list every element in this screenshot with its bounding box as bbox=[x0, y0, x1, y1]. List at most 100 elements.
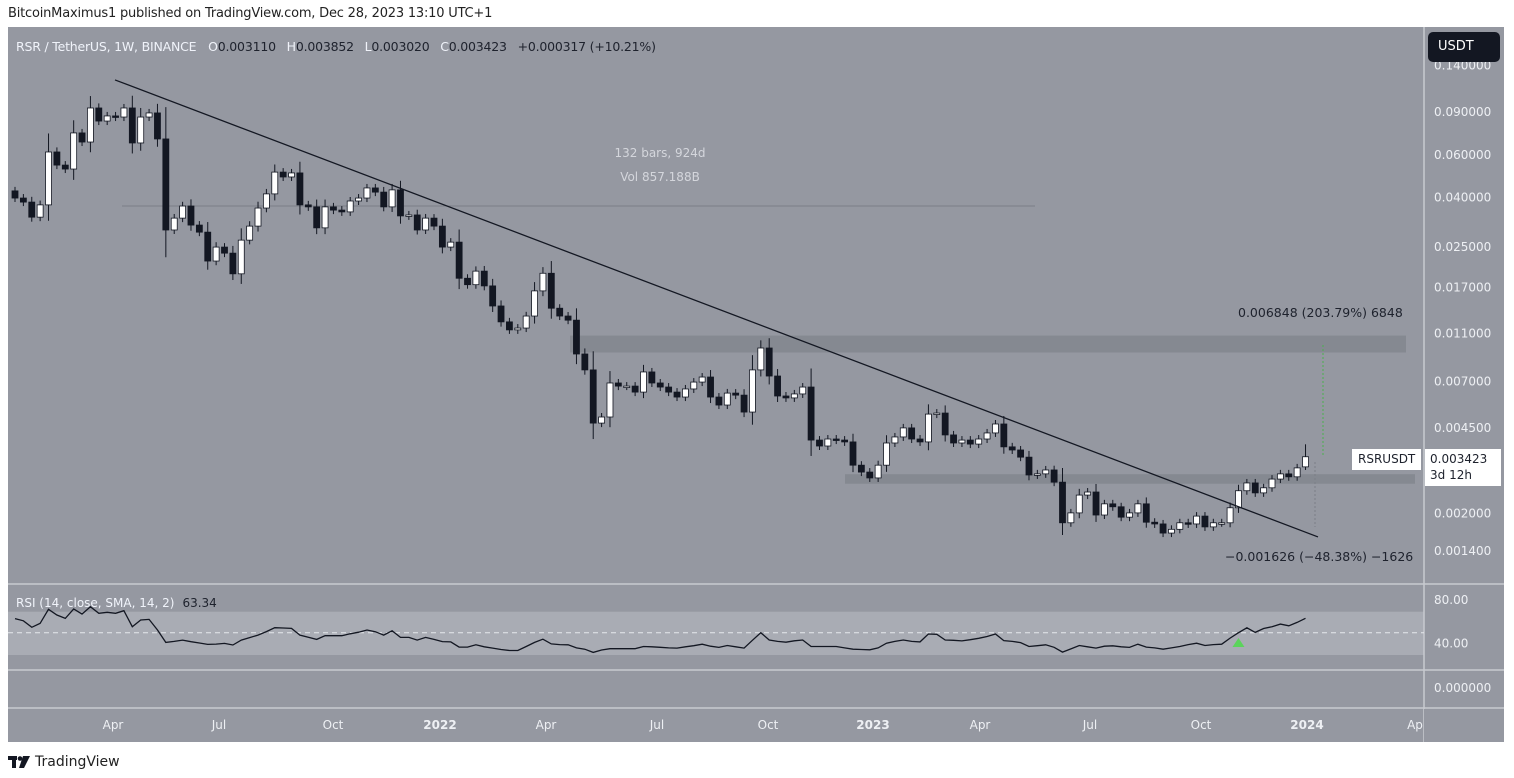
candle-down[interactable] bbox=[28, 201, 36, 218]
candle-up[interactable] bbox=[1042, 469, 1050, 475]
currency-button[interactable]: USDT bbox=[1428, 32, 1500, 62]
candle-up[interactable] bbox=[363, 187, 371, 199]
candle-down[interactable] bbox=[916, 438, 924, 443]
candle-up[interactable] bbox=[422, 217, 430, 231]
candle-down[interactable] bbox=[1251, 482, 1259, 494]
candle-down[interactable] bbox=[816, 439, 823, 447]
candle-down[interactable] bbox=[656, 382, 664, 388]
candle-up[interactable] bbox=[36, 204, 44, 218]
rsi-label[interactable]: RSI (14, close, SMA, 14, 2) bbox=[16, 596, 175, 610]
candle-up[interactable] bbox=[405, 214, 413, 217]
candle-down[interactable] bbox=[832, 438, 840, 441]
candle-down[interactable] bbox=[857, 464, 865, 473]
trendline[interactable] bbox=[114, 79, 1319, 538]
support-resistance-zone[interactable] bbox=[570, 335, 1406, 353]
candle-down[interactable] bbox=[195, 224, 203, 233]
candle-down[interactable] bbox=[1059, 481, 1066, 524]
candle-down[interactable] bbox=[128, 107, 136, 144]
candle-up[interactable] bbox=[1268, 478, 1276, 489]
candle-down[interactable] bbox=[614, 382, 622, 387]
candle-down[interactable] bbox=[1109, 503, 1117, 508]
candle-up[interactable] bbox=[539, 272, 547, 292]
candle-up[interactable] bbox=[975, 438, 983, 445]
candle-up[interactable] bbox=[1067, 512, 1075, 524]
candle-up[interactable] bbox=[640, 371, 647, 393]
candle-up[interactable] bbox=[1260, 487, 1268, 494]
candle-up[interactable] bbox=[606, 382, 614, 418]
candle-down[interactable] bbox=[162, 138, 170, 231]
candle-up[interactable] bbox=[472, 270, 480, 286]
candle-up[interactable] bbox=[891, 436, 899, 444]
candle-up[interactable] bbox=[874, 464, 882, 479]
candle-up[interactable] bbox=[45, 151, 52, 206]
candle-down[interactable] bbox=[556, 307, 564, 317]
candle-up[interactable] bbox=[70, 132, 78, 170]
candle-up[interactable] bbox=[271, 171, 279, 195]
candle-up[interactable] bbox=[1168, 528, 1175, 534]
candle-up[interactable] bbox=[933, 412, 941, 415]
candle-down[interactable] bbox=[1025, 456, 1033, 476]
candle-down[interactable] bbox=[506, 321, 513, 331]
candle-up[interactable] bbox=[598, 416, 605, 424]
support-resistance-zone[interactable] bbox=[845, 474, 1415, 484]
candle-down[interactable] bbox=[673, 391, 681, 398]
candle-down[interactable] bbox=[53, 151, 61, 166]
candle-up[interactable] bbox=[1293, 467, 1301, 478]
symbol-name[interactable]: RSR / TetherUS, 1W, BINANCE bbox=[16, 39, 197, 54]
candle-up[interactable] bbox=[1243, 482, 1251, 492]
candle-up[interactable] bbox=[1101, 503, 1108, 516]
candle-down[interactable] bbox=[665, 386, 673, 393]
candle-down[interactable] bbox=[1050, 469, 1058, 483]
candle-up[interactable] bbox=[992, 423, 999, 434]
candle-up[interactable] bbox=[1033, 473, 1041, 476]
candle-up[interactable] bbox=[723, 392, 731, 406]
candle-down[interactable] bbox=[1159, 523, 1167, 534]
candle-down[interactable] bbox=[154, 112, 161, 140]
candle-up[interactable] bbox=[958, 439, 966, 444]
candle-up[interactable] bbox=[1193, 515, 1200, 525]
candle-up[interactable] bbox=[246, 225, 254, 241]
candle-down[interactable] bbox=[1008, 446, 1016, 451]
candle-up[interactable] bbox=[1226, 507, 1234, 524]
candle-up[interactable] bbox=[1209, 522, 1217, 528]
candle-down[interactable] bbox=[950, 434, 957, 444]
candle-up[interactable] bbox=[170, 217, 178, 231]
candle-up[interactable] bbox=[899, 427, 907, 438]
candle-up[interactable] bbox=[698, 376, 706, 383]
candle-up[interactable] bbox=[1084, 491, 1092, 496]
candle-up[interactable] bbox=[447, 241, 455, 248]
candle-up[interactable] bbox=[983, 432, 991, 440]
candle-down[interactable] bbox=[204, 231, 212, 262]
candle-down[interactable] bbox=[866, 471, 874, 479]
candle-up[interactable] bbox=[288, 172, 295, 178]
candle-down[interactable] bbox=[11, 190, 19, 199]
candle-up[interactable] bbox=[321, 206, 329, 229]
candle-down[interactable] bbox=[547, 272, 555, 309]
candle-up[interactable] bbox=[1276, 473, 1284, 480]
candle-down[interactable] bbox=[480, 270, 488, 287]
candle-down[interactable] bbox=[497, 305, 505, 323]
candle-up[interactable] bbox=[145, 112, 153, 118]
candle-up[interactable] bbox=[824, 438, 832, 447]
candle-down[interactable] bbox=[61, 164, 69, 170]
candle-down[interactable] bbox=[304, 204, 312, 208]
candle-up[interactable] bbox=[1218, 522, 1226, 525]
candle-up[interactable] bbox=[690, 381, 698, 390]
candle-up[interactable] bbox=[1302, 456, 1309, 468]
candle-up[interactable] bbox=[262, 193, 270, 209]
candle-down[interactable] bbox=[112, 115, 119, 118]
candle-down[interactable] bbox=[941, 412, 949, 436]
candle-up[interactable] bbox=[388, 189, 396, 208]
candle-up[interactable] bbox=[212, 246, 220, 262]
candle-down[interactable] bbox=[338, 209, 346, 213]
candle-down[interactable] bbox=[1184, 522, 1192, 525]
candle-down[interactable] bbox=[78, 132, 86, 143]
candle-down[interactable] bbox=[413, 214, 421, 231]
candle-down[interactable] bbox=[187, 205, 195, 226]
candle-down[interactable] bbox=[430, 217, 438, 227]
candle-down[interactable] bbox=[438, 225, 446, 248]
candle-up[interactable] bbox=[254, 207, 262, 227]
candle-up[interactable] bbox=[103, 115, 111, 122]
candle-down[interactable] bbox=[19, 197, 27, 203]
